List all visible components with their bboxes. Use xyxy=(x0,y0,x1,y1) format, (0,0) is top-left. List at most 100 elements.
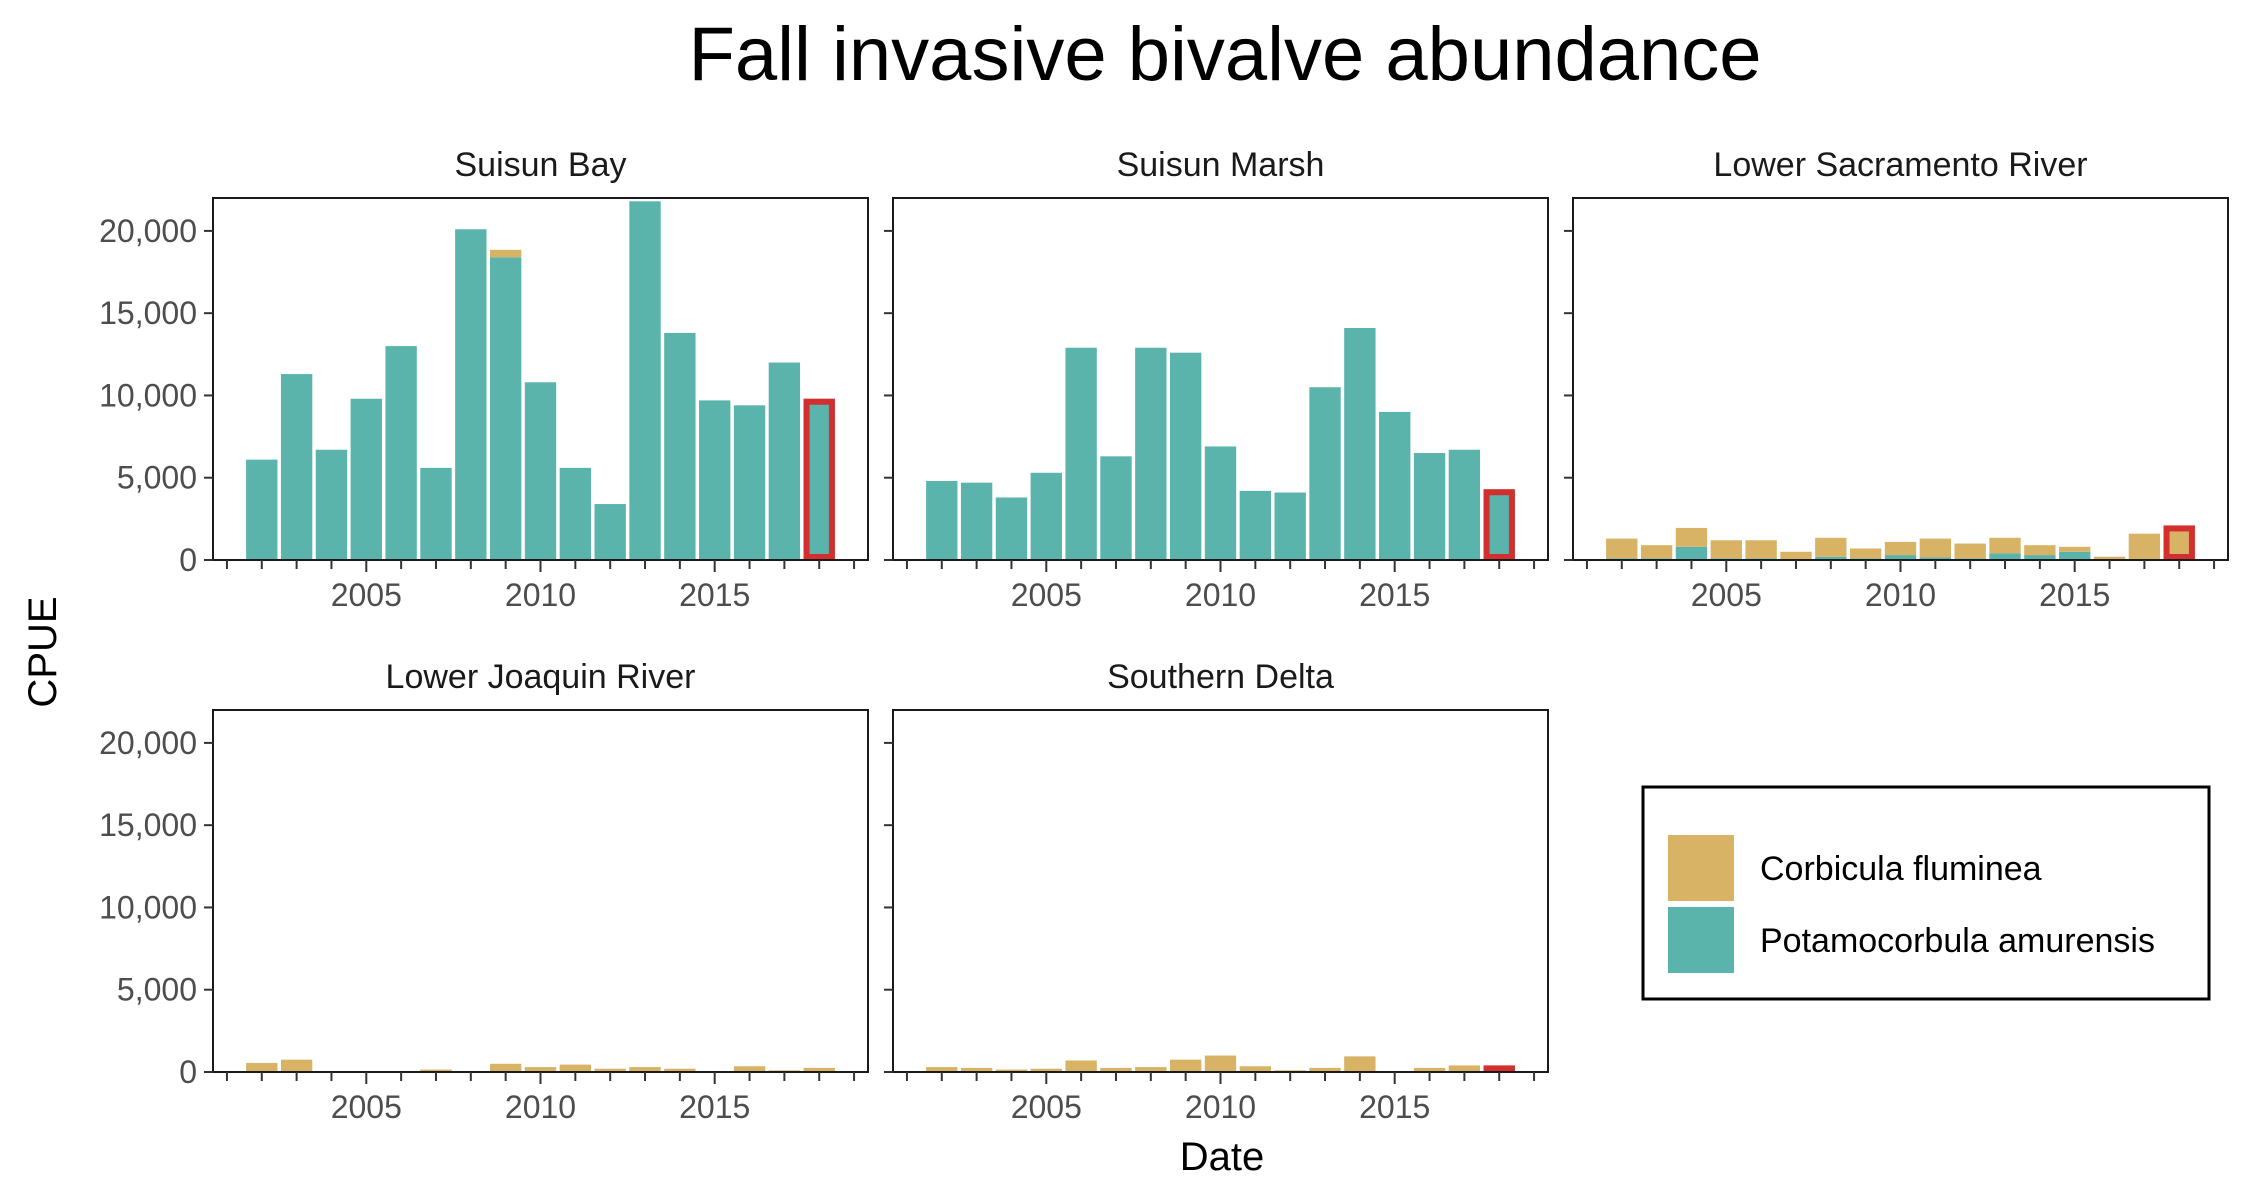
y-axis-title: CPUE xyxy=(21,596,65,707)
bar xyxy=(489,257,522,560)
y-tick-label: 0 xyxy=(179,1054,197,1090)
bar xyxy=(2059,546,2091,552)
bar xyxy=(1344,327,1376,560)
y-tick-label: 20,000 xyxy=(99,725,197,761)
bar xyxy=(960,482,993,560)
bar xyxy=(1169,1059,1202,1072)
legend-label: Corbicula fluminea xyxy=(1760,850,2042,888)
x-tick-label: 2015 xyxy=(679,577,750,613)
bar xyxy=(1309,1067,1341,1072)
bar xyxy=(1815,537,1847,557)
bar xyxy=(1780,551,1812,560)
panel-border xyxy=(892,709,1549,1073)
bar xyxy=(733,1066,766,1072)
panel-title: Suisun Marsh xyxy=(1117,146,1325,184)
bar xyxy=(350,398,382,560)
bar xyxy=(489,249,522,258)
bar xyxy=(1745,540,1777,559)
x-tick-label: 2005 xyxy=(331,577,402,613)
bar xyxy=(1030,1068,1062,1072)
legend-box xyxy=(1641,785,2211,1001)
bar xyxy=(594,1068,626,1072)
bar xyxy=(1448,1065,1481,1072)
highlight-bar-outline xyxy=(1483,1065,1515,1073)
bar xyxy=(995,497,1028,560)
panel-1: Suisun Marsh 2005 2010 2015 xyxy=(884,146,1549,613)
bar xyxy=(524,382,557,560)
bar xyxy=(1204,446,1237,560)
bar xyxy=(1030,472,1062,560)
bar xyxy=(385,346,417,560)
bar xyxy=(524,1067,557,1072)
bar xyxy=(1309,387,1341,560)
panels: Suisun Bay 0 5,000 10,000 15,000 20,000 2005 20… xyxy=(99,146,2229,1125)
panel-4: Southern Delta 2005 2010 2015 xyxy=(884,658,1549,1125)
legend-key xyxy=(1668,907,1734,973)
bar xyxy=(1169,352,1202,560)
bar xyxy=(280,374,313,560)
bar xyxy=(420,1069,452,1072)
bar xyxy=(489,1063,522,1072)
bar xyxy=(280,1059,313,1072)
panel-border xyxy=(1572,197,2229,561)
x-tick-label: 2010 xyxy=(1185,577,1256,613)
bar xyxy=(594,504,626,560)
bar xyxy=(629,1067,661,1072)
y-tick-label: 5,000 xyxy=(117,972,197,1008)
y-tick-label: 0 xyxy=(179,542,197,578)
bar xyxy=(2024,555,2056,560)
bar xyxy=(246,459,278,560)
bar xyxy=(995,1069,1028,1072)
bar xyxy=(1204,1055,1237,1072)
panel-title: Southern Delta xyxy=(1107,658,1334,696)
bar xyxy=(699,400,731,560)
bar xyxy=(1884,555,1917,560)
legend-key xyxy=(1668,835,1734,901)
bar xyxy=(926,481,958,560)
bar xyxy=(246,1062,278,1072)
panel-title: Lower Sacramento River xyxy=(1713,146,2087,184)
bar xyxy=(926,1067,958,1072)
x-tick-label: 2015 xyxy=(1359,1089,1430,1125)
bar xyxy=(1919,538,1952,558)
bar xyxy=(664,332,696,560)
panel-2: Lower Sacramento River 2005 2010 2015 xyxy=(1564,146,2229,613)
panel-title: Lower Joaquin River xyxy=(386,658,696,696)
bar xyxy=(1640,545,1673,559)
bar xyxy=(559,1064,592,1072)
bar xyxy=(1413,1067,1446,1072)
bar xyxy=(2024,545,2056,556)
x-tick-label: 2005 xyxy=(331,1089,402,1125)
x-tick-label: 2015 xyxy=(679,1089,750,1125)
bar xyxy=(1065,1060,1097,1072)
x-tick-label: 2015 xyxy=(2039,577,2110,613)
bar xyxy=(559,467,592,560)
bar xyxy=(960,1067,993,1072)
bar xyxy=(768,362,801,560)
bar xyxy=(1065,347,1097,560)
bar xyxy=(1675,546,1708,560)
y-tick-label: 15,000 xyxy=(99,807,197,843)
chart-title: Fall invasive bivalve abundance xyxy=(688,12,1761,97)
highlight-bar-outline xyxy=(2163,525,2195,560)
bar xyxy=(629,201,661,561)
bar xyxy=(2093,556,2126,560)
x-tick-label: 2010 xyxy=(1865,577,1936,613)
bar xyxy=(664,1068,696,1072)
bar xyxy=(1919,557,1952,560)
bar xyxy=(1606,538,1638,559)
y-tick-label: 10,000 xyxy=(99,377,197,413)
bar xyxy=(733,405,766,560)
bar xyxy=(1379,411,1411,560)
y-tick-label: 5,000 xyxy=(117,460,197,496)
x-tick-label: 2005 xyxy=(1011,577,1082,613)
bar xyxy=(1344,1056,1376,1072)
bar xyxy=(1954,543,1986,559)
bar xyxy=(1884,541,1917,556)
bar xyxy=(2128,533,2161,560)
panel-0: Suisun Bay 0 5,000 10,000 15,000 20,000 2005 20… xyxy=(99,146,869,613)
bar xyxy=(1849,548,1882,559)
bar xyxy=(315,449,348,560)
x-tick-label: 2015 xyxy=(1359,577,1430,613)
panel-border xyxy=(212,709,869,1073)
